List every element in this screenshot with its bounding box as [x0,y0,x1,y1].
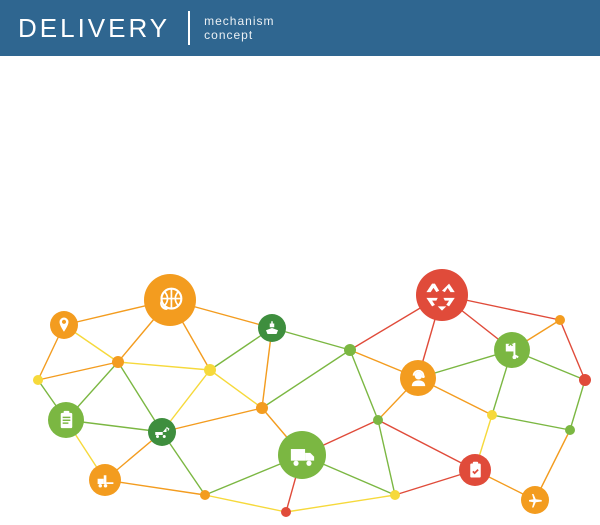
clipboard-icon [48,402,84,438]
truck-icon [278,431,326,479]
handtruck-icon [494,332,530,368]
ship-icon [258,314,286,342]
network-dot [344,344,356,356]
network-dot [487,410,497,420]
network-edge [205,495,286,512]
network-edge [570,380,585,430]
network-edge [210,370,262,408]
forklift-icon [89,464,121,496]
network-dot [579,374,591,386]
plane-icon [521,486,549,514]
network-dot [565,425,575,435]
recycle-icon [416,269,468,321]
network-dot [204,364,216,376]
network-dot [373,415,383,425]
network-edge [378,420,395,495]
network-dot [281,507,291,517]
globe-phone-icon [144,274,196,326]
clipboard-check-icon [459,454,491,486]
network-dot [112,356,124,368]
pin-icon [50,311,78,339]
network-dot [33,375,43,385]
operator-icon [400,360,436,396]
network-edge [38,362,118,380]
network-edge [118,362,210,370]
network-dot [200,490,210,500]
network-edge [262,350,350,408]
network-edge [492,415,570,430]
network-dot [256,402,268,414]
network-dot [390,490,400,500]
network-dot [555,315,565,325]
tow-icon [148,418,176,446]
network-edge [286,495,395,512]
